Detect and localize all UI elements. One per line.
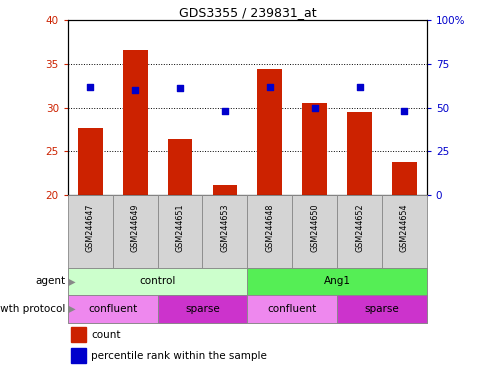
Bar	[122, 50, 147, 195]
Point	[131, 87, 139, 93]
Bar	[71, 348, 86, 363]
Point	[355, 83, 363, 89]
Text: GSM244653: GSM244653	[220, 204, 229, 252]
Text: Ang1: Ang1	[323, 276, 350, 286]
Bar	[68, 268, 247, 295]
Bar	[381, 195, 426, 268]
Bar	[247, 295, 336, 323]
Text: GSM244647: GSM244647	[86, 204, 95, 252]
Text: GSM244654: GSM244654	[399, 204, 408, 252]
Point	[176, 85, 183, 91]
Text: percentile rank within the sample: percentile rank within the sample	[91, 351, 267, 361]
Bar	[347, 112, 371, 195]
Text: control: control	[139, 276, 175, 286]
Point	[86, 83, 94, 89]
Bar	[212, 185, 237, 195]
Text: GSM244651: GSM244651	[175, 204, 184, 252]
Text: confluent: confluent	[88, 304, 137, 314]
Point	[221, 108, 228, 114]
Point	[310, 104, 318, 111]
Text: growth protocol: growth protocol	[0, 304, 65, 314]
Text: ▶: ▶	[65, 304, 76, 314]
Bar	[68, 195, 112, 268]
Bar	[78, 127, 103, 195]
Text: GSM244648: GSM244648	[265, 204, 274, 252]
Bar	[202, 195, 247, 268]
Bar	[112, 195, 157, 268]
Bar	[247, 268, 426, 295]
Text: confluent: confluent	[267, 304, 316, 314]
Text: count: count	[91, 330, 121, 340]
Bar	[157, 295, 247, 323]
Text: ▶: ▶	[65, 276, 76, 286]
Title: GDS3355 / 239831_at: GDS3355 / 239831_at	[178, 6, 316, 19]
Point	[265, 83, 273, 89]
Bar	[336, 195, 381, 268]
Bar	[291, 195, 336, 268]
Bar	[71, 327, 86, 342]
Text: sparse: sparse	[364, 304, 398, 314]
Text: GSM244652: GSM244652	[354, 204, 363, 252]
Text: GSM244650: GSM244650	[309, 204, 318, 252]
Point	[400, 108, 408, 114]
Bar	[68, 295, 157, 323]
Bar	[247, 195, 291, 268]
Text: sparse: sparse	[185, 304, 219, 314]
Text: GSM244649: GSM244649	[130, 204, 139, 252]
Text: agent: agent	[35, 276, 65, 286]
Bar	[157, 195, 202, 268]
Bar	[391, 162, 416, 195]
Bar	[257, 69, 282, 195]
Bar	[336, 295, 426, 323]
Bar	[167, 139, 192, 195]
Bar	[302, 103, 326, 195]
